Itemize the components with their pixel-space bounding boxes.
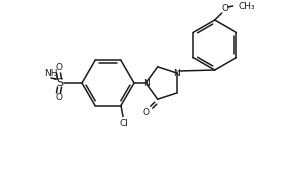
Text: 2: 2 — [53, 75, 58, 81]
Text: NH: NH — [44, 69, 58, 77]
Text: O: O — [55, 63, 62, 73]
Text: O: O — [221, 4, 228, 12]
Text: O: O — [142, 108, 149, 117]
Text: CH₃: CH₃ — [239, 2, 256, 10]
Text: S: S — [56, 78, 64, 88]
Text: N: N — [142, 78, 150, 88]
Text: N: N — [173, 69, 180, 77]
Text: Cl: Cl — [119, 119, 128, 128]
Text: O: O — [55, 94, 62, 102]
